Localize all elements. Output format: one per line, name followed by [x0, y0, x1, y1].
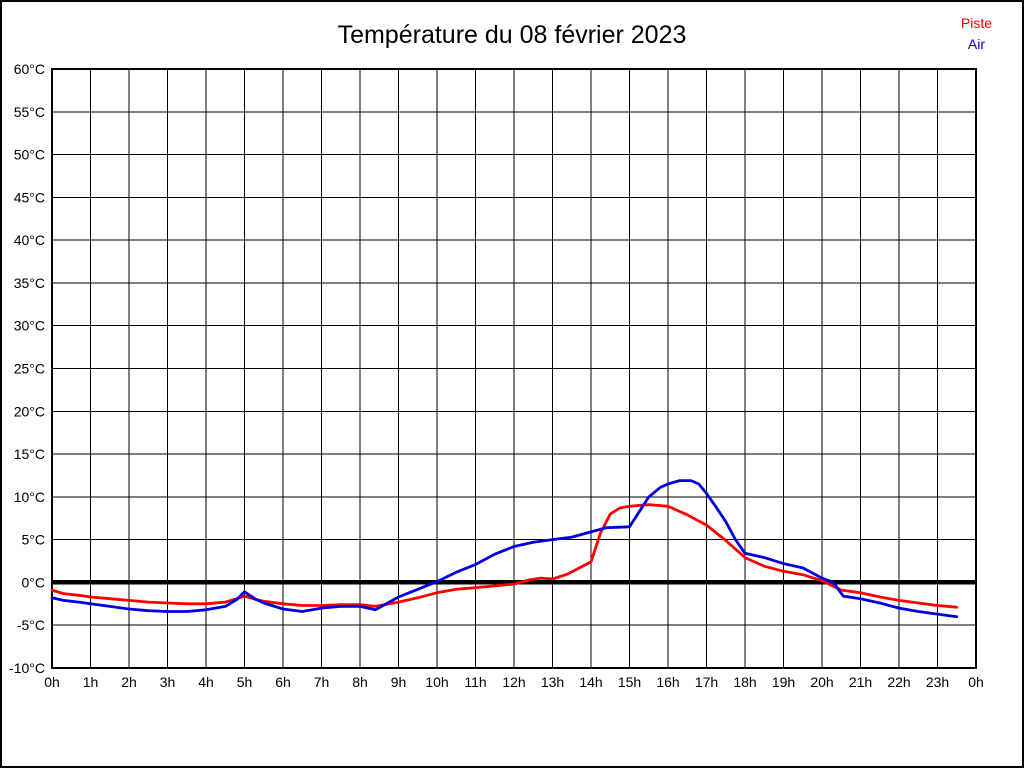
x-axis-tick-label: 17h: [695, 674, 718, 690]
y-axis-tick-label: 30°C: [14, 318, 45, 334]
plot-frame: [51, 68, 977, 669]
y-axis-tick-label: 10°C: [14, 489, 45, 505]
y-axis-tick-label: 60°C: [14, 61, 45, 77]
x-axis-tick-label: 2h: [121, 674, 137, 690]
x-axis-tick-label: 3h: [160, 674, 176, 690]
x-axis-tick-label: 11h: [464, 674, 486, 690]
legend-item-air: Air: [967, 36, 985, 52]
y-axis-tick-label: 40°C: [14, 232, 45, 248]
x-axis-tick-label: 8h: [352, 674, 368, 690]
x-axis-tick-label: 9h: [391, 674, 407, 690]
y-axis-tick-label: 0°C: [22, 574, 46, 590]
y-axis-tick-label: -5°C: [17, 617, 45, 633]
x-axis-tick-label: 18h: [733, 674, 756, 690]
y-axis-tick-label: 15°C: [14, 446, 45, 462]
x-axis-tick-label: 12h: [502, 674, 525, 690]
x-axis-tick-label: 20h: [810, 674, 833, 690]
series-line-air: [50, 479, 959, 619]
x-axis-tick-label: 6h: [275, 674, 291, 690]
x-axis-tick-label: 13h: [541, 674, 564, 690]
x-axis-tick-label: 16h: [656, 674, 679, 690]
x-axis-tick-label: 21h: [849, 674, 872, 690]
chart-legend: Piste Air: [961, 13, 992, 55]
y-axis-tick-label: 25°C: [14, 361, 45, 377]
x-axis-tick-label: 23h: [926, 674, 949, 690]
x-axis-tick-label: 22h: [887, 674, 910, 690]
x-axis-tick-label: 0h: [968, 674, 984, 690]
y-axis-tick-label: 20°C: [14, 403, 45, 419]
series-line-piste: [50, 503, 959, 609]
x-axis-tick-label: 15h: [618, 674, 641, 690]
y-axis-tick-label: 45°C: [14, 189, 45, 205]
x-axis-tick-label: 0h: [44, 674, 60, 690]
y-axis-tick-label: 5°C: [22, 532, 46, 548]
y-axis-tick-label: 55°C: [14, 104, 45, 120]
chart-title: Température du 08 février 2023: [337, 21, 687, 49]
y-axis-tick-label: 35°C: [14, 275, 45, 291]
x-axis-tick-label: 7h: [314, 674, 330, 690]
x-axis-tick-label: 1h: [83, 674, 99, 690]
y-axis-tick-label: 50°C: [14, 147, 45, 163]
x-axis-tick-label: 4h: [198, 674, 214, 690]
x-axis-tick-label: 14h: [579, 674, 602, 690]
y-axis-tick-label: -10°C: [9, 660, 45, 676]
x-axis-tick-label: 10h: [425, 674, 448, 690]
legend-item-piste: Piste: [960, 15, 992, 31]
x-axis-tick-label: 19h: [772, 674, 795, 690]
x-axis-tick-label: 5h: [237, 674, 253, 690]
